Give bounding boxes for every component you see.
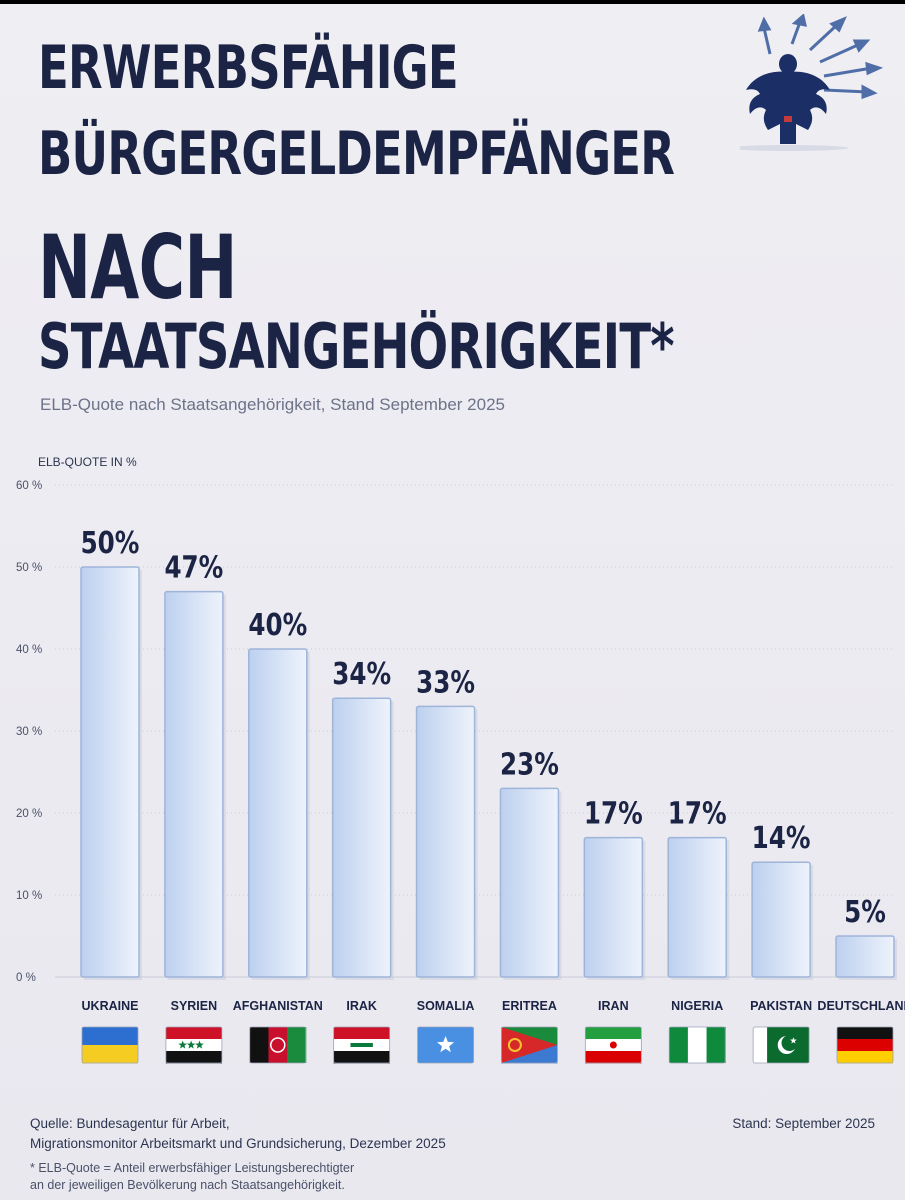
bar: [415, 705, 476, 978]
value-label: 40%: [248, 609, 307, 643]
eritrea-flag-icon: [501, 1026, 558, 1064]
nigeria-flag-icon: [668, 1026, 726, 1064]
category-label: IRAK: [346, 999, 377, 1013]
bar-chart: ELB-QUOTE IN % 0 % 10 % 20 % 30 % 40 % 50 % 60…: [16, 455, 905, 1064]
bar: [835, 935, 895, 978]
y-tick-label: 40 %: [16, 644, 42, 656]
category-label: ERITREA: [502, 999, 557, 1013]
category-label: SYRIEN: [171, 999, 218, 1013]
title-line-2: BÜRGERGELDEMPFÄNGER: [38, 119, 675, 189]
category-label: UKRAINE: [82, 999, 139, 1013]
flags: [81, 1026, 894, 1064]
syria-flag-icon: [165, 1026, 223, 1064]
title-line-4: STAATSANGEHÖRIGKEIT*: [38, 310, 675, 383]
footnote-line-2: an der jeweiligen Bevölkerung nach Staat…: [30, 1178, 345, 1192]
bar: [667, 836, 727, 978]
footnote: * ELB-Quote = Anteil erwerbsfähiger Leis…: [30, 1160, 354, 1194]
bars: [80, 566, 897, 980]
value-label: 47%: [164, 551, 223, 585]
value-label: 23%: [500, 748, 559, 782]
category-labels: UKRAINE SYRIEN AFGHANISTAN IRAK SOMALIA ERITR…: [82, 999, 905, 1013]
category-label: DEUTSCHLAND: [817, 999, 905, 1013]
pakistan-flag-icon: [752, 1026, 810, 1064]
category-label: NIGERIA: [671, 999, 723, 1013]
subtitle: ELB-Quote nach Staatsangehörigkeit, Stan…: [40, 395, 505, 414]
value-label: 34%: [332, 658, 391, 692]
bar: [164, 590, 224, 978]
bar: [331, 697, 392, 978]
top-band: [0, 0, 905, 4]
source-line-1: Quelle: Bundesagentur für Arbeit,: [30, 1116, 230, 1131]
category-label: IRAN: [598, 999, 629, 1013]
stand-date: Stand: September 2025: [732, 1116, 875, 1131]
category-label: AFGHANISTAN: [233, 999, 323, 1013]
title-line-1: ERWERBSFÄHIGE: [38, 33, 459, 103]
bar: [751, 861, 811, 978]
bar: [248, 648, 308, 978]
y-tick-label: 50 %: [16, 562, 42, 574]
value-label: 5%: [844, 896, 886, 930]
iran-flag-icon: [584, 1026, 642, 1064]
category-label: SOMALIA: [417, 999, 475, 1013]
value-labels: 50% 47% 40% 34% 33% 23% 17% 17% 14% 5%: [81, 527, 886, 930]
ukraine-flag-icon: [81, 1026, 139, 1064]
value-label: 17%: [584, 797, 643, 831]
value-label: 14%: [752, 822, 811, 856]
y-tick-label: 10 %: [16, 890, 42, 902]
afghanistan-flag-icon: [249, 1026, 307, 1064]
federal-eagle-icon: [740, 14, 884, 151]
value-label: 50%: [81, 527, 140, 561]
iraq-flag-icon: [333, 1026, 391, 1064]
bar: [80, 566, 140, 978]
footnote-line-1: * ELB-Quote = Anteil erwerbsfähiger Leis…: [30, 1161, 355, 1175]
y-axis-title: ELB-QUOTE IN %: [38, 455, 137, 469]
y-tick-label: 30 %: [16, 726, 42, 738]
y-axis-ticks: 0 % 10 % 20 % 30 % 40 % 50 % 60 %: [16, 480, 42, 984]
source-line-2: Migrationsmonitor Arbeitsmarkt und Grund…: [30, 1136, 446, 1151]
bar: [583, 836, 644, 978]
germany-flag-icon: [836, 1026, 894, 1064]
category-label: PAKISTAN: [750, 999, 812, 1013]
title-line-3: NACH: [38, 216, 237, 319]
value-label: 17%: [668, 797, 727, 831]
source-note: Quelle: Bundesagentur für Arbeit, Migrat…: [30, 1114, 446, 1154]
y-tick-label: 0 %: [16, 972, 36, 984]
y-tick-label: 60 %: [16, 480, 42, 492]
bar: [499, 787, 560, 978]
value-label: 33%: [416, 666, 475, 700]
y-tick-label: 20 %: [16, 808, 42, 820]
somalia-flag-icon: [417, 1026, 474, 1064]
